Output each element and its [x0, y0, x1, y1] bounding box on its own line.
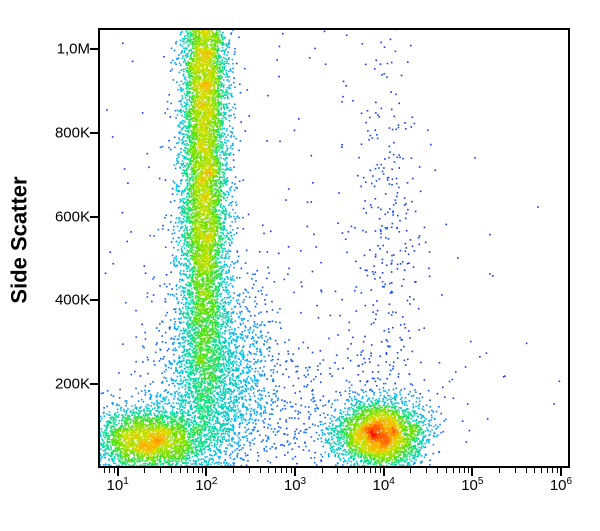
y-tick [90, 299, 98, 301]
y-tick [90, 48, 98, 50]
y-axis-label: Side Scatter [0, 0, 40, 480]
x-tick-minor [364, 468, 365, 473]
x-tick-minor [187, 468, 188, 473]
x-tick-minor [104, 468, 105, 473]
x-tick-minor [468, 468, 469, 473]
x-tick-minor [499, 468, 500, 473]
x-tick [560, 468, 562, 476]
x-tick [117, 468, 119, 476]
y-tick-label: 800K [30, 124, 90, 141]
y-tick [90, 132, 98, 134]
x-tick-minor [291, 468, 292, 473]
x-tick-minor [515, 468, 516, 473]
x-tick-label: 103 [284, 476, 306, 494]
x-tick-label: 106 [550, 476, 572, 494]
x-tick-minor [541, 468, 542, 473]
x-tick-minor [109, 468, 110, 473]
y-axis-label-text: Side Scatter [7, 176, 33, 303]
x-tick-minor [459, 468, 460, 473]
x-tick-minor [534, 468, 535, 473]
x-tick-minor [446, 468, 447, 473]
y-tick [90, 383, 98, 385]
y-tick [90, 216, 98, 218]
y-tick-label: 400K [30, 292, 90, 309]
x-tick-minor [286, 468, 287, 473]
x-tick-label: 102 [195, 476, 217, 494]
x-tick-minor [464, 468, 465, 473]
density-canvas [98, 28, 568, 468]
x-tick-label: 104 [373, 476, 395, 494]
x-tick-minor [193, 468, 194, 473]
x-tick-minor [410, 468, 411, 473]
x-tick-minor [375, 468, 376, 473]
x-tick-label: 105 [461, 476, 483, 494]
x-tick-minor [557, 468, 558, 473]
x-tick-minor [249, 468, 250, 473]
x-tick [205, 468, 207, 476]
x-tick-label: 101 [107, 476, 129, 494]
x-tick-minor [547, 468, 548, 473]
axis-left [98, 28, 100, 468]
x-tick-minor [275, 468, 276, 473]
x-tick-minor [437, 468, 438, 473]
axis-bottom [98, 466, 568, 468]
axis-top [98, 28, 568, 30]
x-tick-minor [114, 468, 115, 473]
y-tick-label: 600K [30, 208, 90, 225]
x-tick-minor [198, 468, 199, 473]
x-tick-minor [526, 468, 527, 473]
y-tick-label: 1,0M [30, 40, 90, 57]
flow-cytometry-plot: Side Scatter 200K400K600K800K1,0M 101102… [0, 0, 600, 531]
x-tick [383, 468, 385, 476]
x-tick-minor [370, 468, 371, 473]
x-tick-minor [144, 468, 145, 473]
x-tick-minor [260, 468, 261, 473]
x-tick-minor [268, 468, 269, 473]
x-tick-minor [357, 468, 358, 473]
x-tick-minor [453, 468, 454, 473]
x-tick-minor [171, 468, 172, 473]
x-tick-minor [552, 468, 553, 473]
plot-area: 200K400K600K800K1,0M 101102103104105106 [98, 28, 570, 468]
x-tick-minor [337, 468, 338, 473]
x-tick-minor [348, 468, 349, 473]
x-tick-minor [160, 468, 161, 473]
y-tick-label: 200K [30, 376, 90, 393]
x-tick [471, 468, 473, 476]
x-tick-minor [233, 468, 234, 473]
x-tick-minor [202, 468, 203, 473]
x-tick-minor [426, 468, 427, 473]
x-tick-minor [322, 468, 323, 473]
x-tick [294, 468, 296, 476]
x-tick-minor [180, 468, 181, 473]
x-tick-minor [281, 468, 282, 473]
x-tick-minor [380, 468, 381, 473]
